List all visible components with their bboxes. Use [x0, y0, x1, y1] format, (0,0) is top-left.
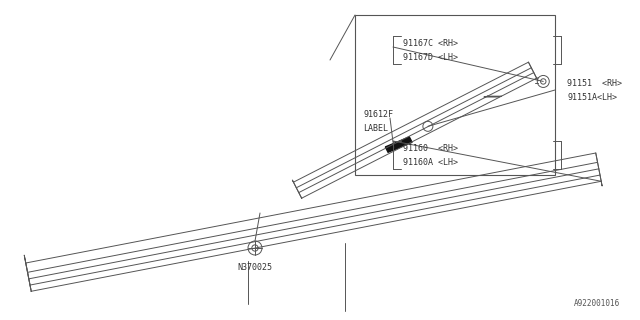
Text: 91167D <LH>: 91167D <LH> — [403, 52, 458, 61]
Text: 91612F: 91612F — [363, 109, 393, 118]
Bar — [355, 15, 555, 175]
Text: N370025: N370025 — [237, 263, 273, 272]
Text: LABEL: LABEL — [363, 124, 388, 132]
Text: 91151A<LH>: 91151A<LH> — [567, 92, 617, 101]
Text: 91167C <RH>: 91167C <RH> — [403, 38, 458, 47]
Polygon shape — [385, 137, 412, 152]
Text: 91151  <RH>: 91151 <RH> — [567, 78, 622, 87]
Text: 91160  <RH>: 91160 <RH> — [403, 143, 458, 153]
Text: 91160A <LH>: 91160A <LH> — [403, 157, 458, 166]
Text: A922001016: A922001016 — [573, 299, 620, 308]
